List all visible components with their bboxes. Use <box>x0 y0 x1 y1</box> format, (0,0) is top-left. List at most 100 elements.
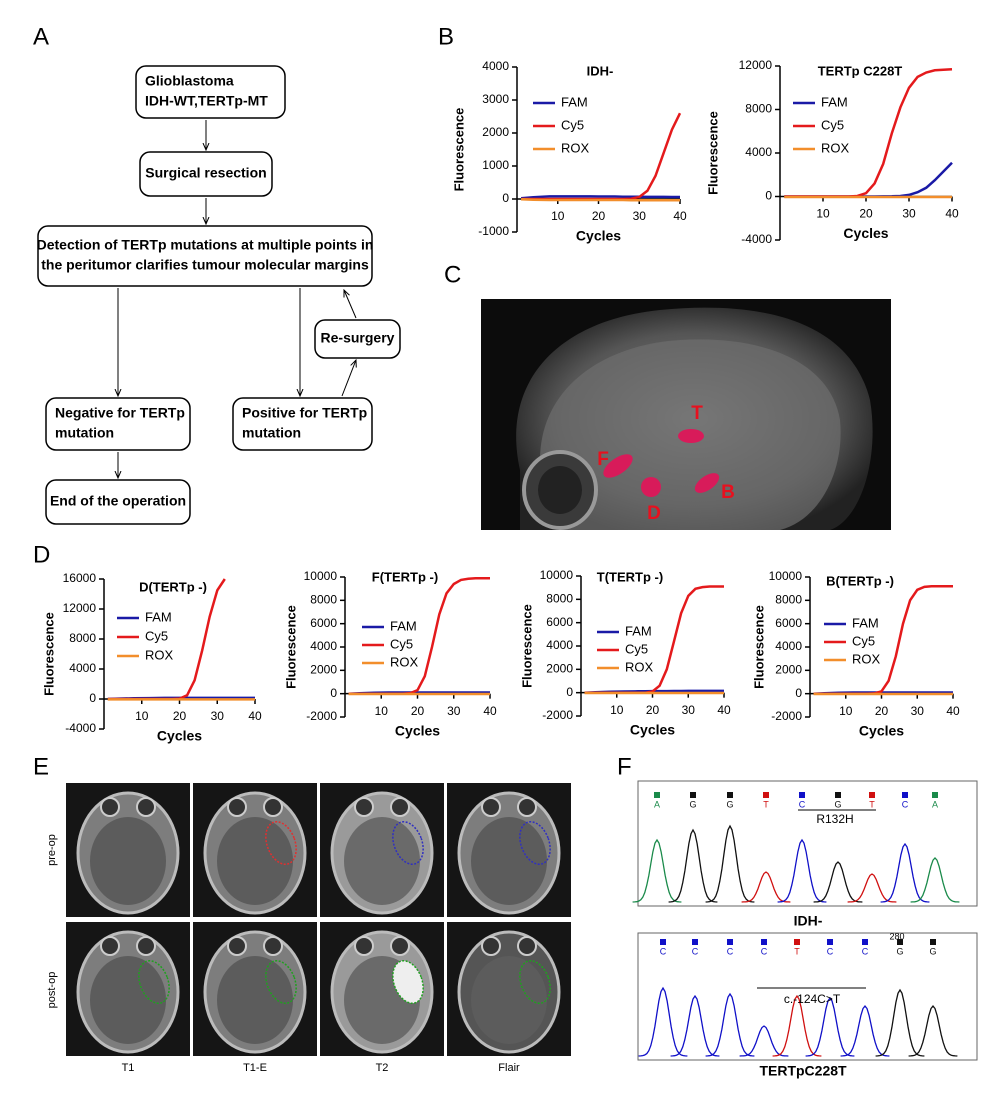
trace-peak <box>632 838 682 903</box>
trace-peak <box>705 992 755 1057</box>
y-tick-label: 2000 <box>310 663 337 677</box>
legend-label: Cy5 <box>625 641 648 656</box>
x-tick-label: 40 <box>945 207 959 221</box>
panel-label: D <box>33 541 50 568</box>
y-tick-label: 4000 <box>775 639 802 653</box>
y-tick-label: 16000 <box>63 571 97 585</box>
column-label: T1 <box>122 1062 135 1074</box>
y-tick-label: 8000 <box>310 593 337 607</box>
x-tick-label: 30 <box>211 709 225 723</box>
series-line <box>521 198 680 202</box>
legend-label: FAM <box>852 615 879 630</box>
column-label: T2 <box>376 1062 389 1074</box>
y-tick-label: 0 <box>330 686 337 700</box>
flow-text: End of the operation <box>50 493 186 509</box>
base-tag <box>930 939 936 945</box>
x-axis-label: Cycles <box>843 225 888 241</box>
flow-box <box>232 397 373 451</box>
chart-title: TERTp C228T <box>818 63 903 78</box>
legend-label: FAM <box>821 94 848 109</box>
mri-orbit <box>100 936 120 956</box>
base-letter: C <box>761 946 768 956</box>
x-tick-label: 20 <box>173 709 187 723</box>
base-letter: C <box>862 946 869 956</box>
legend-label: ROX <box>561 140 590 155</box>
base-letter: C <box>692 946 699 956</box>
x-axis-label: Cycles <box>157 728 202 744</box>
region-label: R132H <box>816 812 853 826</box>
legend-label: FAM <box>390 618 417 633</box>
y-tick-label: 4000 <box>69 661 96 675</box>
y-axis-label: Fluorescence <box>705 111 720 195</box>
y-tick-label: 4000 <box>745 145 772 159</box>
base-letter: C <box>660 946 667 956</box>
mri-grid: pre-op post-op T1 T1-E T2 Flair <box>46 783 571 1074</box>
legend-label: ROX <box>390 654 419 669</box>
x-tick-label: 40 <box>673 209 687 223</box>
flow-box <box>45 479 191 525</box>
y-tick-label: 12000 <box>739 58 773 72</box>
base-letter: G <box>896 946 903 956</box>
base-tag <box>690 792 696 798</box>
legend-label: Cy5 <box>145 628 168 643</box>
legend-label: Cy5 <box>852 633 875 648</box>
base-letter: C <box>827 946 834 956</box>
column-label: T1-E <box>243 1062 267 1074</box>
y-tick-label: 2000 <box>482 125 509 139</box>
trace-peak <box>777 838 827 903</box>
mri-brain <box>217 956 293 1044</box>
flowchart: Glioblastoma IDH-WT,TERTp-MT Surgical rese… <box>37 65 401 525</box>
row-label: post-op <box>46 972 58 1009</box>
base-tag <box>763 792 769 798</box>
flow-text: mutation <box>242 425 301 441</box>
flow-text: Re-surgery <box>321 330 395 346</box>
trace-peak <box>670 994 720 1057</box>
legend-label: Cy5 <box>390 636 413 651</box>
base-tag <box>794 939 800 945</box>
mri-orbit <box>354 936 374 956</box>
trace-peak <box>805 996 855 1057</box>
base-letter: C <box>902 799 909 809</box>
flow-text: Negative for TERTp <box>55 405 185 421</box>
base-tag <box>827 939 833 945</box>
mri-orbit <box>481 936 501 956</box>
flow-text: Surgical resection <box>145 165 266 181</box>
mri-orbit <box>263 797 283 817</box>
sequencing: A G G T C G T C A R132H IDH- C C C C T C C G Gc.-124C>T TERT… <box>632 780 978 1079</box>
chart-title: T(TERTp -) <box>597 569 663 584</box>
mri-orbit <box>390 936 410 956</box>
x-tick-label: 40 <box>483 704 497 718</box>
trace-peak <box>908 1004 958 1057</box>
flow-arrows <box>118 120 356 478</box>
mri-orbit <box>263 936 283 956</box>
y-tick-label: -4000 <box>65 721 96 735</box>
row-label: pre-op <box>46 834 58 866</box>
y-axis-label: Fluorescence <box>519 604 534 688</box>
flow-text: Positive for TERTp <box>242 405 367 421</box>
region-label: c.-124C>T <box>784 992 841 1006</box>
x-tick-label: 20 <box>859 207 873 221</box>
x-tick-label: 30 <box>633 209 647 223</box>
trace-peak <box>813 861 863 903</box>
y-tick-label: 4000 <box>546 638 573 652</box>
flow-text: IDH-WT,TERTp-MT <box>145 93 268 109</box>
flow-text: mutation <box>55 425 114 441</box>
roi <box>265 960 297 1004</box>
marker-label: D <box>647 503 661 524</box>
x-axis-label: Cycles <box>576 228 621 244</box>
y-axis-label: Fluorescence <box>451 108 466 192</box>
mri-brain <box>217 817 293 905</box>
base-tag <box>660 939 666 945</box>
x-tick-label: 20 <box>592 209 606 223</box>
legend-label: FAM <box>561 94 588 109</box>
y-tick-label: -2000 <box>306 709 337 723</box>
x-tick-label: 40 <box>717 703 731 717</box>
base-letter: T <box>763 799 769 809</box>
base-tag <box>869 792 875 798</box>
base-tag <box>727 792 733 798</box>
y-tick-label: 8000 <box>546 592 573 606</box>
x-tick-label: 30 <box>902 207 916 221</box>
x-axis-label: Cycles <box>859 722 904 738</box>
chart-title: D(TERTp -) <box>139 579 207 594</box>
y-tick-label: 0 <box>765 189 772 203</box>
